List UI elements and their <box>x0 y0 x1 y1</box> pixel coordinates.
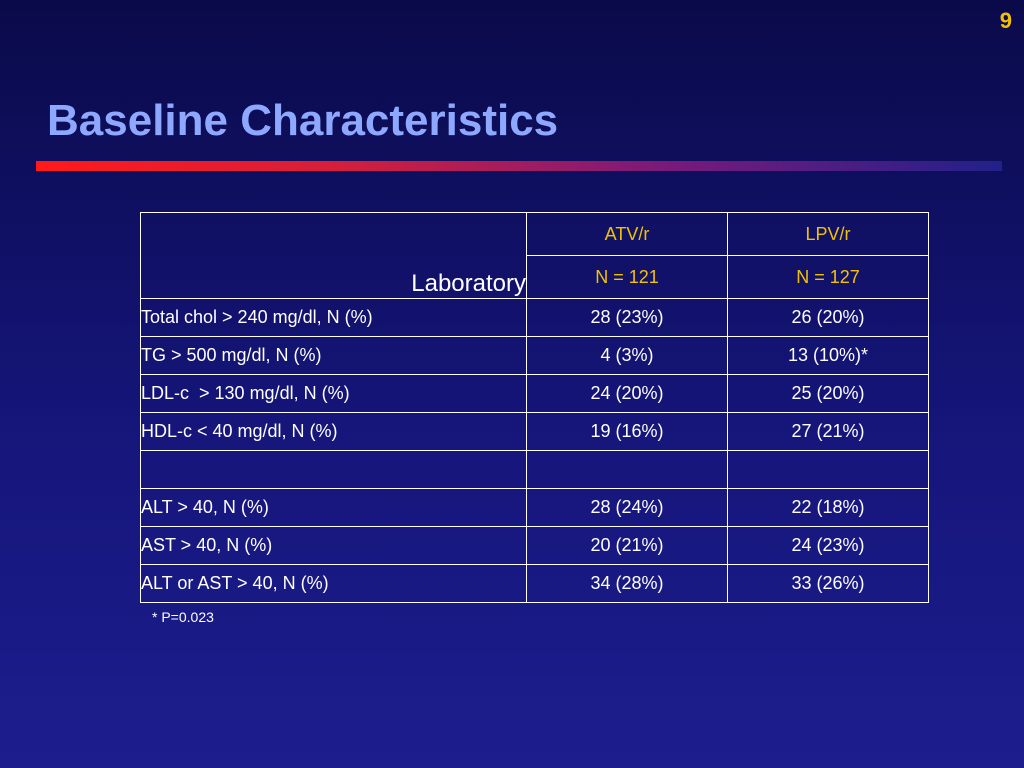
group-name-atv: ATV/r <box>526 212 728 256</box>
cell-atv: 24 (20%) <box>526 374 728 413</box>
slide-title: Baseline Characteristics <box>47 96 559 145</box>
group-n-atv: N = 121 <box>526 255 728 299</box>
cell-lpv: 22 (18%) <box>727 488 929 527</box>
slide-number: 9 <box>999 8 1012 33</box>
cell-lpv <box>727 450 929 489</box>
cell-atv <box>526 450 728 489</box>
group-n-lpv: N = 127 <box>727 255 929 299</box>
cell-lpv: 26 (20%) <box>727 298 929 337</box>
table-row: LDL-c > 130 mg/dl, N (%) 24 (20%) 25 (20… <box>140 374 929 413</box>
cell-atv: 19 (16%) <box>526 412 728 451</box>
row-label: ALT or AST > 40, N (%) <box>140 564 527 603</box>
table-row: TG > 500 mg/dl, N (%) 4 (3%) 13 (10%)* <box>140 336 929 375</box>
cell-atv: 28 (24%) <box>526 488 728 527</box>
row-label: Total chol > 240 mg/dl, N (%) <box>140 298 527 337</box>
cell-atv: 20 (21%) <box>526 526 728 565</box>
table-header-row: Laboratory ATV/r LPV/r <box>140 212 929 299</box>
baseline-table: Laboratory ATV/r LPV/r N = 121 N = 127 T… <box>140 212 929 603</box>
table-corner-label: Laboratory <box>140 212 527 299</box>
table-row: AST > 40, N (%) 20 (21%) 24 (23%) <box>140 526 929 565</box>
row-label: ALT > 40, N (%) <box>140 488 527 527</box>
row-label: TG > 500 mg/dl, N (%) <box>140 336 527 375</box>
cell-lpv: 25 (20%) <box>727 374 929 413</box>
table-row: Total chol > 240 mg/dl, N (%) 28 (23%) 2… <box>140 298 929 337</box>
cell-lpv: 27 (21%) <box>727 412 929 451</box>
table-row: ALT or AST > 40, N (%) 34 (28%) 33 (26%) <box>140 564 929 603</box>
table-header-row: N = 121 N = 127 <box>141 255 929 299</box>
table-row: HDL-c < 40 mg/dl, N (%) 19 (16%) 27 (21%… <box>140 412 929 451</box>
cell-atv: 28 (23%) <box>526 298 728 337</box>
footnote: * P=0.023 <box>152 609 214 625</box>
row-label <box>140 450 527 489</box>
row-label: AST > 40, N (%) <box>140 526 527 565</box>
cell-lpv: 13 (10%)* <box>727 336 929 375</box>
cell-atv: 4 (3%) <box>526 336 728 375</box>
cell-atv: 34 (28%) <box>526 564 728 603</box>
row-label: LDL-c > 130 mg/dl, N (%) <box>140 374 527 413</box>
group-name-lpv: LPV/r <box>727 212 929 256</box>
table-row-spacer <box>140 450 929 489</box>
cell-lpv: 33 (26%) <box>727 564 929 603</box>
row-label: HDL-c < 40 mg/dl, N (%) <box>140 412 527 451</box>
table-row: ALT > 40, N (%) 28 (24%) 22 (18%) <box>140 488 929 527</box>
title-underline <box>36 161 1002 171</box>
cell-lpv: 24 (23%) <box>727 526 929 565</box>
